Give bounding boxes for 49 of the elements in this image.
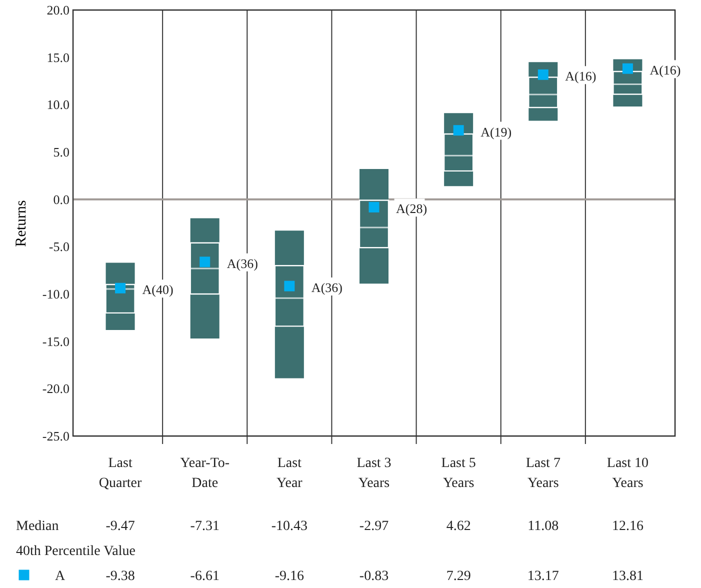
text: Median bbox=[16, 519, 59, 534]
data-label: A(19) bbox=[480, 124, 512, 140]
point bbox=[368, 202, 380, 212]
x-tick-label: Year-To- Date bbox=[180, 456, 230, 491]
text: 4.62 bbox=[446, 519, 471, 534]
x-tick-label: Last 5 Years bbox=[441, 456, 476, 491]
point bbox=[538, 69, 548, 80]
text: 11.08 bbox=[528, 519, 559, 534]
point bbox=[453, 125, 464, 136]
y-tick-label: -15.0 bbox=[42, 334, 70, 349]
text: -7.31 bbox=[190, 519, 220, 534]
point bbox=[115, 282, 126, 294]
text: 13.81 bbox=[612, 569, 644, 584]
point bbox=[284, 280, 295, 292]
data-label: A(16) bbox=[650, 62, 681, 78]
text: -9.38 bbox=[106, 569, 135, 584]
text: -10.43 bbox=[271, 519, 308, 534]
point bbox=[622, 63, 633, 74]
y-tick-label: -20.0 bbox=[42, 381, 70, 396]
x-tick-label: Last 7 Years bbox=[526, 456, 560, 491]
data-label: A(28) bbox=[396, 201, 428, 216]
x-tick-label: Last 3 Years bbox=[356, 456, 392, 491]
data-label: A(40) bbox=[142, 282, 174, 298]
point bbox=[200, 256, 210, 268]
legend-label: A bbox=[54, 569, 66, 584]
x-tick-label: Last 10 Years bbox=[606, 456, 649, 491]
text: -9.16 bbox=[274, 569, 304, 584]
y-tick-label: -5.0 bbox=[48, 239, 70, 254]
x-tick-label: Last Year bbox=[276, 456, 303, 491]
text: -0.83 bbox=[359, 569, 389, 584]
data-label: A(36) bbox=[226, 256, 258, 271]
text: -2.97 bbox=[359, 519, 389, 534]
y-tick-label: 0.0 bbox=[53, 192, 70, 207]
y-tick-label: 10.0 bbox=[46, 97, 70, 112]
y-axis-title: Returns bbox=[13, 200, 30, 247]
text: 7.29 bbox=[446, 569, 471, 584]
y-tick-label: -25.0 bbox=[42, 428, 70, 444]
x-tick-label: Last Quarter bbox=[98, 456, 142, 491]
text: 40th Percentile Value bbox=[16, 544, 136, 559]
text: 13.17 bbox=[527, 569, 559, 584]
data-label: A(36) bbox=[311, 280, 342, 296]
y-tick-label: 15.0 bbox=[46, 50, 70, 65]
y-tick-label: -10.0 bbox=[42, 286, 70, 302]
y-tick-label: 20.0 bbox=[46, 2, 70, 18]
y-tick-label: 5.0 bbox=[53, 144, 70, 160]
text: 12.16 bbox=[612, 519, 644, 534]
text: -9.47 bbox=[106, 519, 135, 534]
text: -6.61 bbox=[190, 569, 220, 584]
data-label: A(16) bbox=[565, 68, 596, 84]
